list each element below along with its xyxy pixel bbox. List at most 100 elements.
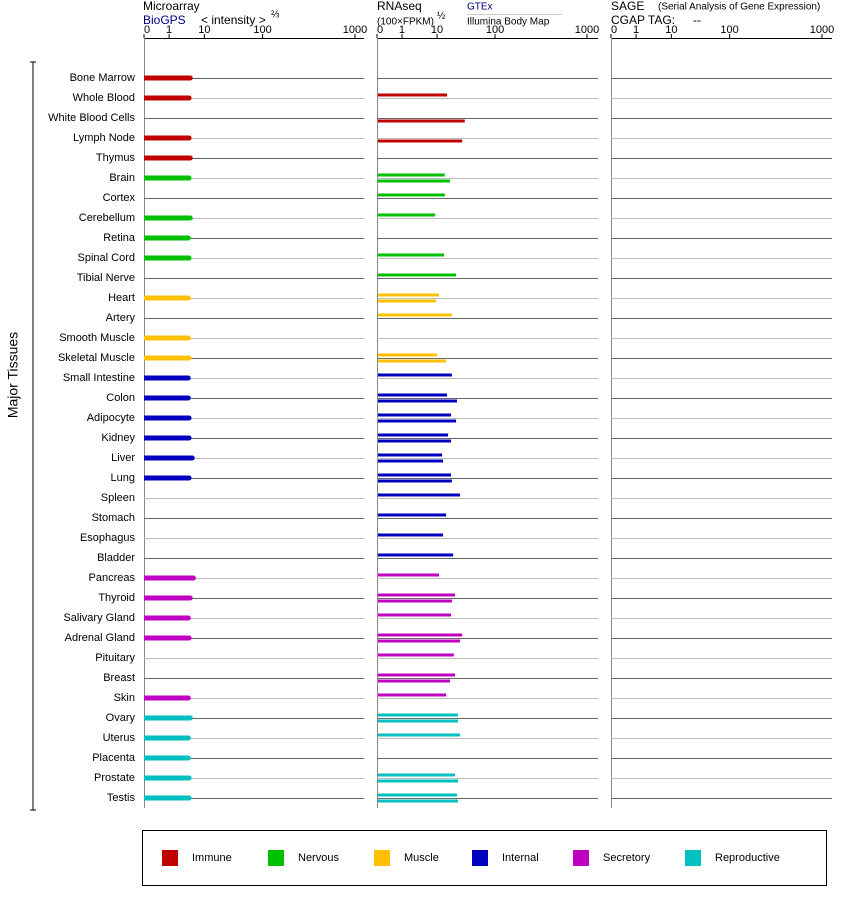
bar-end xyxy=(185,615,191,621)
bar-end xyxy=(187,155,193,161)
legend-box xyxy=(142,830,827,886)
category-label: Testis xyxy=(107,792,136,804)
bar-end xyxy=(185,235,191,241)
bar-end xyxy=(189,455,195,461)
bar-end xyxy=(186,635,192,641)
legend-swatch xyxy=(472,850,488,866)
unit-power: ½ xyxy=(437,11,446,22)
category-label: Heart xyxy=(108,292,135,304)
category-label: Stomach xyxy=(92,512,135,524)
x-tick-label: 1000 xyxy=(575,24,599,36)
x-tick-label: 1 xyxy=(399,24,405,36)
category-label: Small Intestine xyxy=(63,372,135,384)
category-label: Thyroid xyxy=(98,592,135,604)
category-label: Kidney xyxy=(101,432,135,444)
bar-end xyxy=(185,335,191,341)
category-label: Skeletal Muscle xyxy=(58,352,135,364)
category-label: Cerebellum xyxy=(79,212,135,224)
legend-label: Immune xyxy=(192,852,232,864)
category-label: Prostate xyxy=(94,772,135,784)
bar-end xyxy=(185,695,191,701)
legend-label: Internal xyxy=(502,852,539,864)
category-label: Skin xyxy=(114,692,135,704)
bar-end xyxy=(186,355,192,361)
bar-end xyxy=(186,795,192,801)
category-label: Spleen xyxy=(101,492,135,504)
tag-value: -- xyxy=(693,13,701,27)
category-label: Adrenal Gland xyxy=(65,632,135,644)
category-label: Ovary xyxy=(106,712,136,724)
x-tick-label: 100 xyxy=(720,24,738,36)
category-label: Lymph Node xyxy=(73,132,135,144)
panel-title: SAGE xyxy=(611,0,644,13)
category-label: White Blood Cells xyxy=(48,112,135,124)
legend-swatch xyxy=(573,850,589,866)
category-label: Pancreas xyxy=(89,572,136,584)
unit-power: ⅔ xyxy=(271,10,280,21)
bar-end xyxy=(187,215,193,221)
category-label: Artery xyxy=(106,312,136,324)
legend-label: Muscle xyxy=(404,852,439,864)
bar-end xyxy=(185,295,191,301)
category-label: Tibial Nerve xyxy=(77,272,135,284)
legend-swatch xyxy=(374,850,390,866)
category-label: Retina xyxy=(103,232,136,244)
x-tick-label: 0 xyxy=(377,24,383,36)
bar-end xyxy=(185,395,191,401)
series-name: GTEx xyxy=(467,2,493,13)
category-label: Breast xyxy=(103,672,135,684)
unit: (100×FPKM) xyxy=(377,17,434,28)
bar-end xyxy=(186,255,192,261)
legend-swatch xyxy=(268,850,284,866)
x-tick-label: 0 xyxy=(144,24,150,36)
bar-end xyxy=(186,475,192,481)
bar-end xyxy=(187,75,193,81)
x-tick-label: 1000 xyxy=(343,24,367,36)
bar-end xyxy=(185,375,191,381)
series-name: Illumina Body Map xyxy=(467,17,550,28)
panel-subtitle: (Serial Analysis of Gene Expression) xyxy=(658,2,820,13)
bar-end xyxy=(185,755,191,761)
series-name: BioGPS xyxy=(143,13,186,27)
category-label: Smooth Muscle xyxy=(59,332,135,344)
category-label: Whole Blood xyxy=(73,92,135,104)
panel-title: Microarray xyxy=(143,0,200,13)
category-label: Esophagus xyxy=(80,532,136,544)
category-label: Salivary Gland xyxy=(63,612,135,624)
x-tick-label: 10 xyxy=(431,24,443,36)
x-tick-label: 0 xyxy=(611,24,617,36)
legend-label: Reproductive xyxy=(715,852,780,864)
panel-title: RNAseq xyxy=(377,0,422,13)
category-label: Cortex xyxy=(103,192,136,204)
x-tick-label: 1 xyxy=(166,24,172,36)
category-label: Colon xyxy=(106,392,135,404)
x-tick-label: 1 xyxy=(633,24,639,36)
category-label: Spinal Cord xyxy=(78,252,135,264)
category-label: Bone Marrow xyxy=(70,72,135,84)
bar-end xyxy=(186,175,192,181)
category-label: Brain xyxy=(109,172,135,184)
bar-end xyxy=(186,435,192,441)
category-label: Bladder xyxy=(97,552,135,564)
bar-end xyxy=(187,715,193,721)
category-label: Thymus xyxy=(96,152,136,164)
bar-end xyxy=(190,575,196,581)
axis-label: Major Tissues xyxy=(5,332,21,418)
bar-end xyxy=(186,775,192,781)
legend-label: Nervous xyxy=(298,852,339,864)
category-label: Liver xyxy=(111,452,135,464)
x-tick-label: 100 xyxy=(486,24,504,36)
unit: < intensity > xyxy=(201,13,266,27)
legend-swatch xyxy=(685,850,701,866)
legend-swatch xyxy=(162,850,178,866)
bar-end xyxy=(187,595,193,601)
category-label: Uterus xyxy=(103,732,136,744)
bar-end xyxy=(185,735,191,741)
bar-end xyxy=(186,95,192,101)
legend-label: Secretory xyxy=(603,852,651,864)
category-label: Adipocyte xyxy=(87,412,135,424)
category-label: Pituitary xyxy=(95,652,135,664)
category-label: Placenta xyxy=(92,752,136,764)
x-tick-label: 10 xyxy=(665,24,677,36)
